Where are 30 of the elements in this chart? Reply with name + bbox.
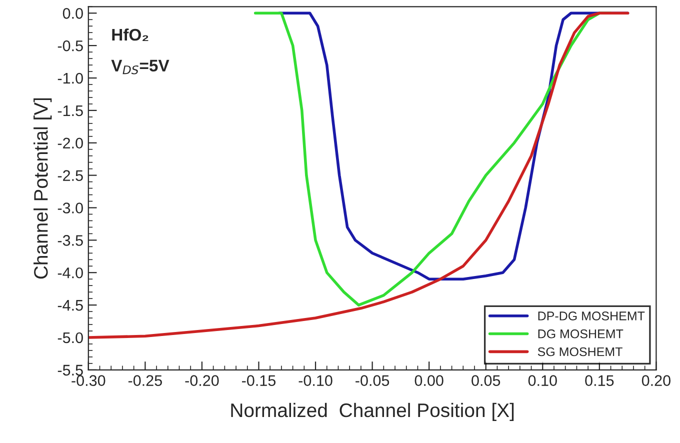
y-tick-label: -3.0 bbox=[58, 202, 83, 214]
y-tick-label: -4.5 bbox=[58, 300, 83, 311]
legend-label: SG MOSHEMT bbox=[538, 347, 622, 356]
y-tick-label: -1.5 bbox=[58, 105, 83, 116]
annotation: HfO₂ bbox=[112, 28, 148, 42]
y-tick-label: -5.0 bbox=[58, 332, 83, 344]
x-tick-label: -0.15 bbox=[242, 375, 276, 386]
x-tick-label: 0.05 bbox=[472, 375, 500, 386]
y-tick-label: 0.0 bbox=[62, 8, 83, 19]
x-tick-label: -0.05 bbox=[356, 375, 390, 386]
annotation: V$_{DS}$=5V bbox=[111, 60, 170, 74]
x-tick-label: -0.20 bbox=[185, 375, 219, 386]
x-tick-label: 0.00 bbox=[414, 375, 444, 386]
y-tick-label: -2.0 bbox=[58, 138, 83, 149]
x-tick-label: 0.10 bbox=[528, 375, 557, 386]
x-tick-label: -0.10 bbox=[298, 375, 332, 386]
x-tick-label: 0.20 bbox=[642, 375, 670, 386]
y-tick-label: -2.5 bbox=[58, 170, 83, 181]
legend-label: DP-DG MOSHEMT bbox=[538, 312, 645, 320]
y-tick-label: -5.5 bbox=[58, 364, 83, 376]
legend-label: DG MOSHEMT bbox=[538, 329, 624, 338]
y-tick-label: -0.5 bbox=[58, 40, 83, 52]
y-tick-label: -4.0 bbox=[58, 267, 83, 278]
x-tick-label: -0.25 bbox=[128, 375, 162, 386]
x-tick-label: 0.15 bbox=[585, 375, 614, 386]
y-tick-label: -1.0 bbox=[58, 72, 83, 84]
x-tick-label: -0.30 bbox=[72, 375, 106, 386]
x-axis-title: Normalized Channel Position [X] bbox=[231, 402, 514, 422]
y-axis-title: Channel Potential [V] bbox=[34, 98, 52, 279]
y-tick-label: -3.5 bbox=[58, 235, 83, 246]
